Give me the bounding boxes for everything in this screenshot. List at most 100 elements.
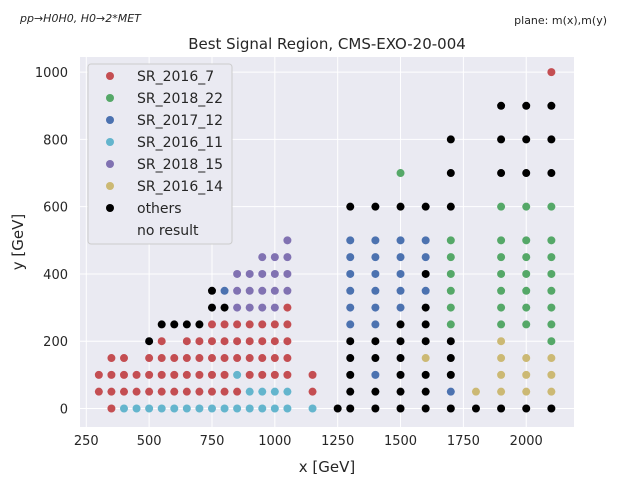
data-point	[245, 286, 254, 295]
data-point	[207, 286, 216, 295]
data-point	[157, 320, 166, 329]
data-point	[195, 404, 204, 413]
data-point	[446, 269, 455, 278]
data-point	[182, 387, 191, 396]
series-sr-2016-14	[421, 337, 556, 396]
data-point	[547, 253, 556, 262]
data-point	[220, 370, 229, 379]
data-point	[220, 303, 229, 312]
y-tick-label: 0	[60, 403, 68, 418]
data-point	[258, 354, 267, 363]
data-point	[446, 370, 455, 379]
data-point	[547, 404, 556, 413]
data-point	[396, 404, 405, 413]
data-point	[258, 404, 267, 413]
data-point	[446, 135, 455, 144]
data-point	[522, 101, 531, 110]
legend: SR_2016_7 SR_2018_22 SR_2017_12 SR_2016_11 S…	[87, 63, 233, 245]
data-point	[522, 202, 531, 211]
data-point	[195, 337, 204, 346]
data-point	[547, 202, 556, 211]
x-tick-label: 1250	[321, 434, 354, 449]
data-point	[497, 320, 506, 329]
data-point	[283, 269, 292, 278]
data-point	[547, 135, 556, 144]
data-point	[258, 253, 267, 262]
data-point	[522, 370, 531, 379]
data-point	[497, 101, 506, 110]
x-axis-label: x [GeV]	[299, 458, 355, 476]
data-point	[283, 303, 292, 312]
data-point	[207, 320, 216, 329]
legend-marker	[106, 204, 114, 212]
data-point	[446, 303, 455, 312]
data-point	[396, 370, 405, 379]
x-tick-label: 2000	[510, 434, 543, 449]
legend-marker	[106, 94, 114, 102]
data-point	[207, 404, 216, 413]
data-point	[547, 320, 556, 329]
legend-label: SR_2016_14	[137, 179, 223, 195]
x-tick-label: 750	[200, 434, 225, 449]
data-point	[132, 404, 141, 413]
data-point	[346, 337, 355, 346]
legend-label: no result	[137, 223, 199, 239]
data-point	[371, 269, 380, 278]
legend-label: SR_2016_11	[137, 135, 223, 151]
data-point	[547, 169, 556, 178]
data-point	[421, 337, 430, 346]
data-point	[497, 286, 506, 295]
data-point	[446, 286, 455, 295]
y-tick-label: 400	[43, 268, 68, 283]
data-point	[308, 387, 317, 396]
data-point	[220, 320, 229, 329]
data-point	[283, 286, 292, 295]
data-point	[371, 354, 380, 363]
data-point	[207, 387, 216, 396]
data-point	[396, 202, 405, 211]
data-point	[157, 337, 166, 346]
data-point	[107, 370, 116, 379]
data-point	[170, 404, 179, 413]
data-point	[207, 337, 216, 346]
data-point	[396, 337, 405, 346]
data-point	[421, 269, 430, 278]
data-point	[233, 354, 242, 363]
data-point	[207, 370, 216, 379]
data-point	[547, 68, 556, 77]
series-sr-2016-11	[119, 370, 317, 413]
data-point	[182, 337, 191, 346]
data-point	[220, 387, 229, 396]
data-point	[421, 387, 430, 396]
legend-label: SR_2016_7	[137, 69, 214, 85]
data-point	[233, 303, 242, 312]
data-point	[207, 354, 216, 363]
data-point	[497, 354, 506, 363]
data-point	[333, 404, 342, 413]
data-point	[119, 404, 128, 413]
data-point	[371, 404, 380, 413]
data-point	[182, 370, 191, 379]
data-point	[346, 404, 355, 413]
data-point	[233, 370, 242, 379]
data-point	[283, 370, 292, 379]
data-point	[547, 236, 556, 245]
data-point	[421, 320, 430, 329]
data-point	[245, 337, 254, 346]
data-point	[283, 354, 292, 363]
data-point	[346, 303, 355, 312]
data-point	[547, 387, 556, 396]
data-point	[258, 387, 267, 396]
data-point	[258, 286, 267, 295]
data-point	[446, 320, 455, 329]
data-point	[233, 286, 242, 295]
data-point	[170, 387, 179, 396]
data-point	[270, 253, 279, 262]
x-tick-label: 250	[74, 434, 99, 449]
data-point	[346, 387, 355, 396]
data-point	[220, 286, 229, 295]
data-point	[446, 354, 455, 363]
data-point	[245, 387, 254, 396]
data-point	[371, 320, 380, 329]
data-point	[471, 404, 480, 413]
